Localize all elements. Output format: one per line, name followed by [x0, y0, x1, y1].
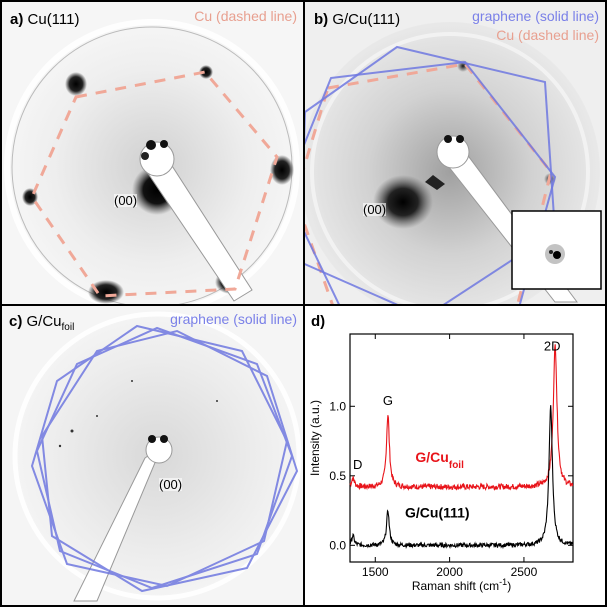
- panel-a-title: a) Cu(111): [10, 11, 80, 28]
- leed-pattern-g-cu111: [305, 2, 605, 304]
- graphene-hexagon: [305, 45, 557, 304]
- series-line-g-cu111: [349, 405, 574, 550]
- diffraction-spot: [88, 280, 124, 304]
- x-tick-label: 2000: [436, 565, 463, 579]
- raman-chart: 1500 2000 2500 0.0 0.5 1.0 Raman shift (cm-1) I…: [308, 333, 574, 593]
- specular-spot: [373, 175, 433, 229]
- plot-frame: [349, 333, 574, 563]
- x-tick-label: 2500: [511, 565, 538, 579]
- y-tick-label: 1.0: [329, 399, 346, 413]
- peak-label-2d: 2D: [544, 339, 561, 354]
- spot-label-00: (00): [363, 202, 387, 217]
- legend-cu: Cu (dashed line): [496, 27, 599, 43]
- legend-cu: Cu (dashed line): [194, 8, 297, 24]
- x-axis-label: Raman shift (cm-1): [412, 577, 511, 593]
- y-tick-label: 0.0: [329, 538, 346, 552]
- panel-b: b) G/Cu(111) graphene (solid line) Cu (d…: [305, 2, 605, 304]
- y-tick-label: 0.5: [329, 469, 346, 483]
- legend-graphene: graphene (solid line): [170, 311, 297, 327]
- series-label-g-cufoil: G/Cufoil: [415, 449, 464, 471]
- panel-a: a) Cu(111) Cu (dashed line) (00): [2, 2, 303, 304]
- peak-label-d: D: [353, 457, 362, 472]
- spot-label-00: (00): [114, 193, 138, 208]
- electron-gun: [139, 140, 253, 302]
- leed-pattern-g-cufoil: [2, 306, 303, 605]
- series-line-g-cufoil: [349, 344, 574, 492]
- diffraction-spot: [270, 155, 294, 185]
- graphene-hexagon: [305, 60, 557, 304]
- cu-dashed-hexagon: [30, 70, 279, 298]
- legend-graphene: graphene (solid line): [472, 8, 599, 24]
- panel-c: c) G/Cufoil graphene (solid line) (00): [2, 306, 303, 605]
- spot-label-00: (00): [159, 477, 183, 492]
- inset-zoom: [511, 210, 602, 290]
- panel-b-title: b) G/Cu(111): [314, 11, 401, 28]
- panel-d: d) 1500 2000 2500 0.0 0.5 1.0 Raman shift (cm-…: [305, 306, 605, 605]
- diffraction-spot: [65, 72, 87, 96]
- diffraction-spot: [199, 65, 213, 79]
- leed-pattern-cu111: [2, 2, 303, 304]
- x-tick-label: 1500: [362, 565, 389, 579]
- graphene-rings: [30, 324, 299, 593]
- panel-d-title: d): [311, 313, 326, 330]
- series-label-g-cu111: G/Cu(111): [405, 505, 470, 521]
- y-axis-label: Intensity (a.u.): [308, 400, 322, 476]
- panel-c-title: c) G/Cufoil: [9, 313, 75, 333]
- peak-label-g: G: [383, 393, 393, 408]
